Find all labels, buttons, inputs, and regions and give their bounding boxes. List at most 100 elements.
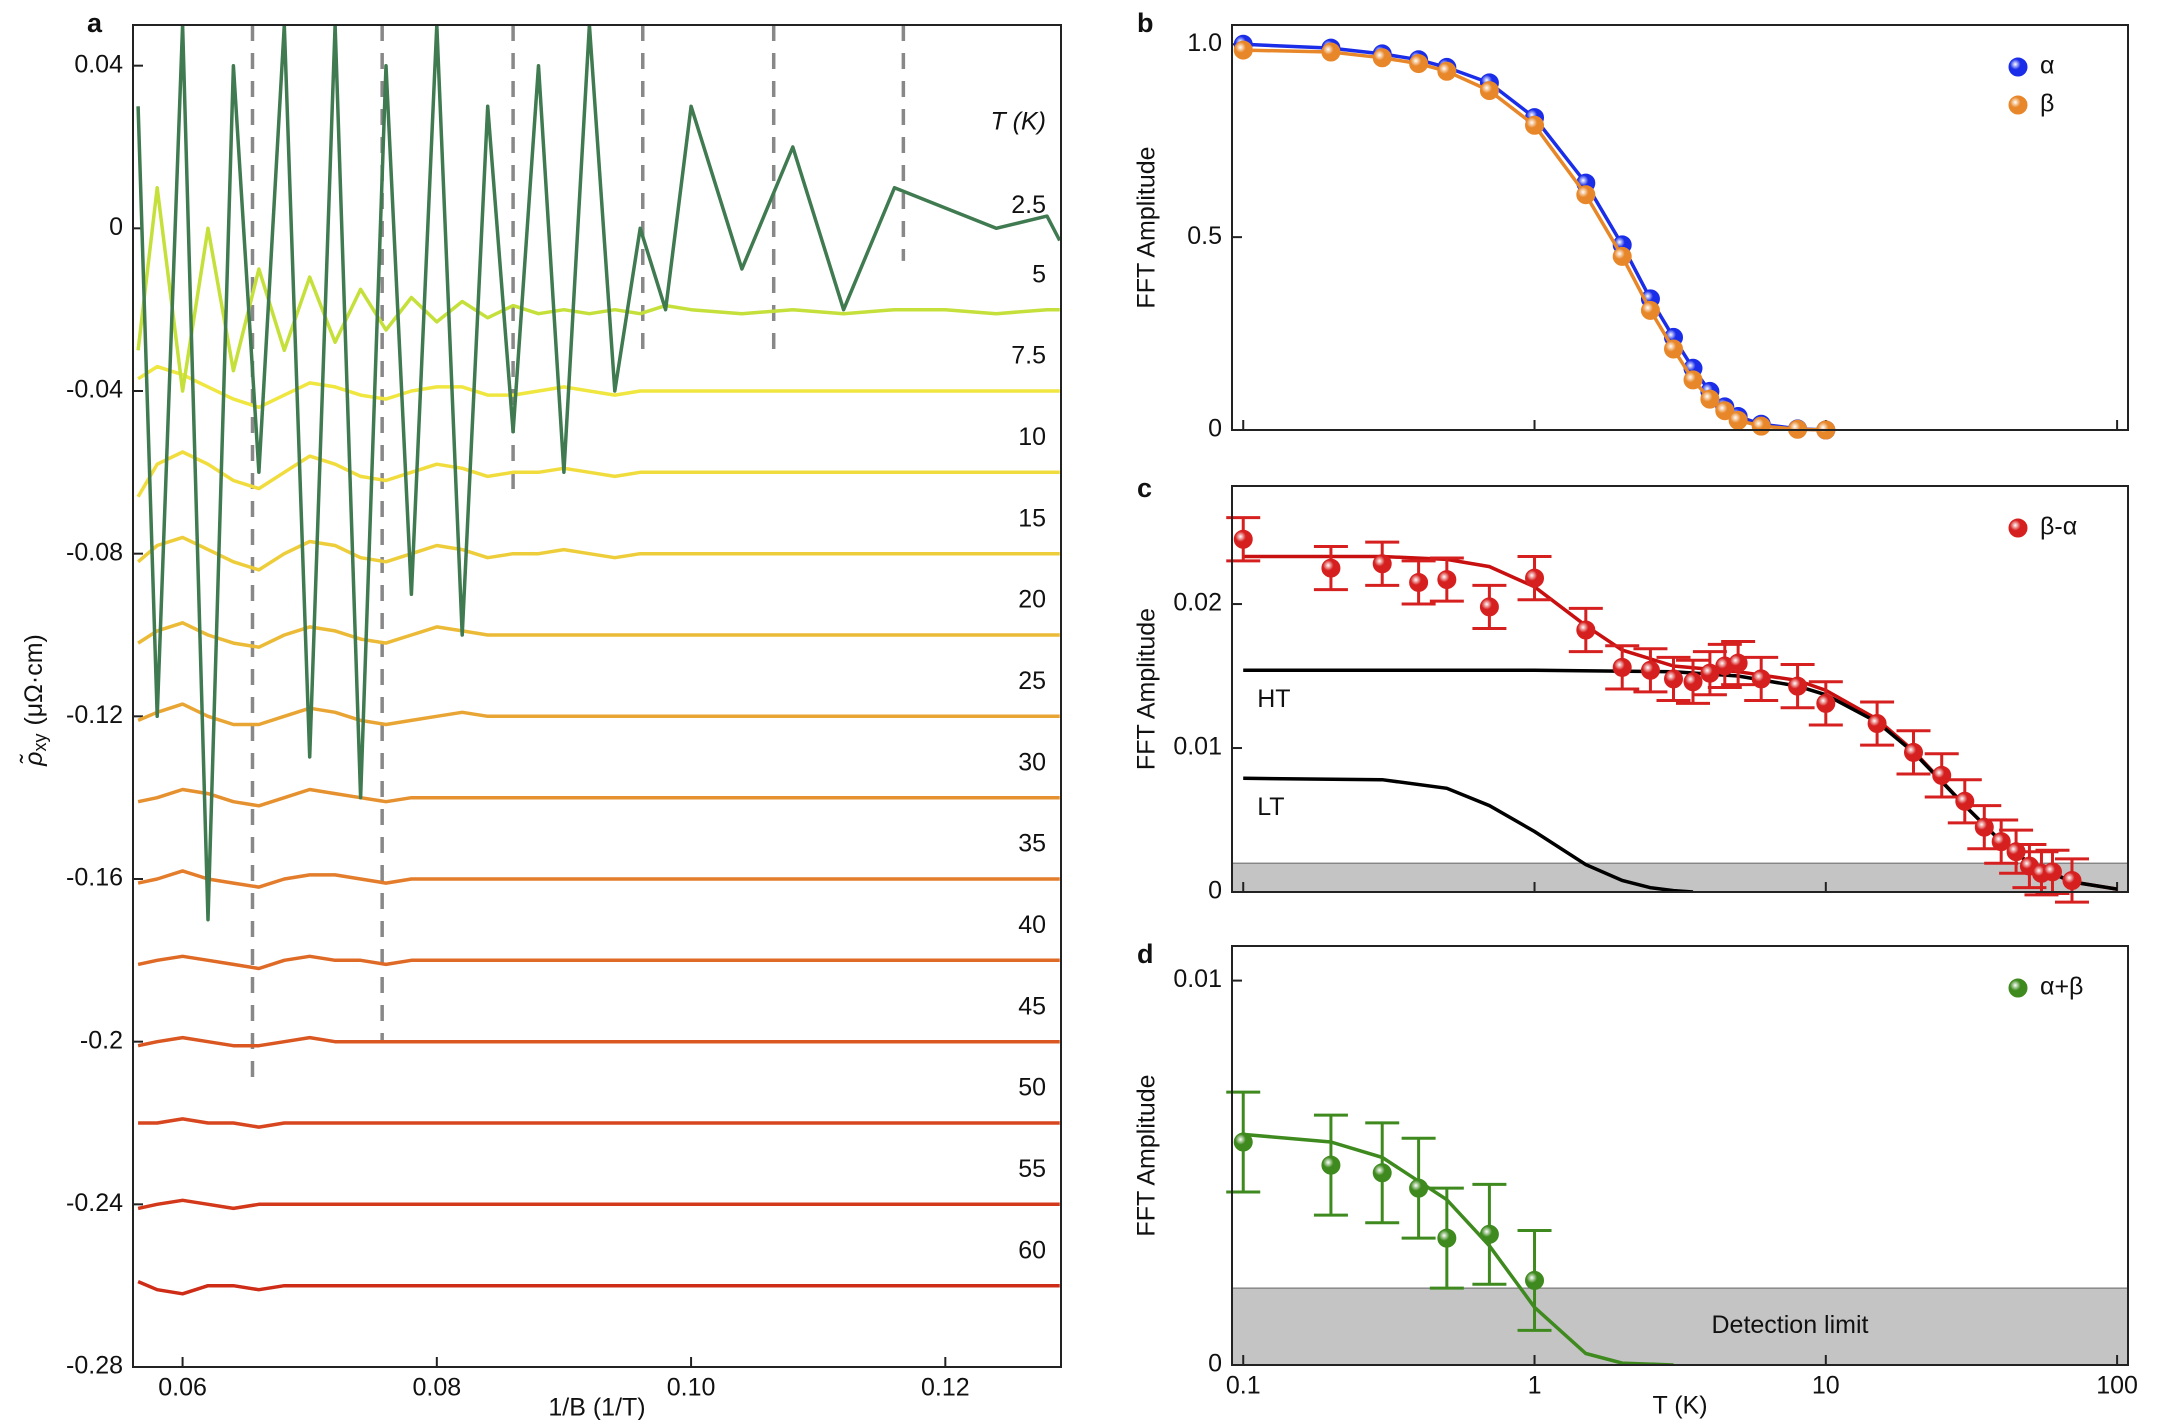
y-tick-label: 0.02 xyxy=(1173,589,1222,617)
marker xyxy=(1700,389,1720,409)
legend-label: β-α xyxy=(2040,513,2077,541)
panel-letter: b xyxy=(1137,8,1154,38)
curve xyxy=(137,787,1060,808)
marker xyxy=(1903,742,1923,762)
marker xyxy=(1932,765,1952,785)
curve xyxy=(137,364,1060,410)
marker xyxy=(2006,842,2026,862)
series-label: 50 xyxy=(1018,1074,1046,1102)
fit-curve xyxy=(1243,776,1694,892)
series-label: 40 xyxy=(1018,911,1046,939)
curve xyxy=(136,25,1061,922)
marker xyxy=(1955,791,1975,811)
marker xyxy=(1974,817,1994,837)
y-tick-label: -0.04 xyxy=(66,376,123,404)
curve xyxy=(137,1198,1060,1211)
y-tick-label: 0.01 xyxy=(1173,965,1222,993)
series-label: 10 xyxy=(1018,423,1046,451)
marker xyxy=(1788,676,1808,696)
series-line xyxy=(1243,42,1826,432)
fit-label: HT xyxy=(1257,685,1290,713)
y-tick-label: 1.0 xyxy=(1187,29,1222,57)
curve xyxy=(138,1117,1060,1129)
curve xyxy=(136,535,1060,572)
y-tick-label: 0 xyxy=(1208,415,1222,443)
plot-frame xyxy=(1231,24,2129,431)
marker xyxy=(1321,1155,1341,1175)
series-label: 35 xyxy=(1018,830,1046,858)
marker xyxy=(1479,81,1499,101)
marker xyxy=(1321,42,1341,62)
series-label: 2.5 xyxy=(1011,191,1046,219)
series-label: 60 xyxy=(1018,1236,1046,1264)
x-tick-label: 100 xyxy=(2096,1372,2138,1400)
marker xyxy=(1479,597,1499,617)
x-axis-label: 1/B (1/T) xyxy=(548,1394,645,1420)
marker xyxy=(1816,693,1836,713)
y-tick-label: -0.24 xyxy=(66,1189,123,1217)
curve xyxy=(136,185,1060,393)
marker xyxy=(1715,401,1735,421)
plot-frame xyxy=(1231,945,2129,1366)
curve xyxy=(137,1035,1060,1048)
y-tick-label: -0.28 xyxy=(66,1352,123,1380)
series-label: 5 xyxy=(1032,260,1046,288)
x-tick-label: 0.10 xyxy=(667,1374,716,1402)
marker xyxy=(1751,669,1771,689)
marker xyxy=(1233,40,1253,60)
legend-label: β xyxy=(2040,90,2054,118)
panel-letter: d xyxy=(1137,939,1154,969)
fit-label: LT xyxy=(1257,793,1284,821)
series-label: 45 xyxy=(1018,992,1046,1020)
marker xyxy=(2062,870,2082,890)
panel-letter: a xyxy=(87,8,103,38)
marker xyxy=(1525,115,1545,135)
x-tick-label: 0.08 xyxy=(412,1374,461,1402)
y-axis-label: ρ̃xy (μΩ·cm) xyxy=(20,634,50,767)
x-tick-label: 0.06 xyxy=(158,1374,207,1402)
curve xyxy=(137,702,1060,727)
plot-frame xyxy=(132,24,1062,1368)
marker xyxy=(1640,300,1660,320)
marker xyxy=(1728,653,1748,673)
marker xyxy=(1728,410,1748,430)
series-label: 20 xyxy=(1018,586,1046,614)
marker xyxy=(1991,832,2011,852)
y-tick-label: -0.2 xyxy=(80,1026,123,1054)
y-label-subscript: xy xyxy=(30,734,50,752)
x-tick-label: 10 xyxy=(1812,1372,1840,1400)
marker xyxy=(1372,554,1392,574)
marker xyxy=(1664,339,1684,359)
marker xyxy=(1409,54,1429,74)
marker xyxy=(1437,570,1457,590)
legend-marker xyxy=(2008,57,2028,77)
marker xyxy=(1612,657,1632,677)
marker xyxy=(1479,1224,1499,1244)
series-label: 25 xyxy=(1018,667,1046,695)
marker xyxy=(2042,862,2062,882)
marker xyxy=(1664,669,1684,689)
y-tick-label: -0.16 xyxy=(66,864,123,892)
x-axis-label: T (K) xyxy=(1652,1392,1707,1420)
x-tick-label: 1 xyxy=(1528,1372,1542,1400)
fit-curve xyxy=(1243,554,2118,891)
y-tick-label: 0.01 xyxy=(1173,733,1222,761)
y-label-unit: (μΩ·cm) xyxy=(20,634,48,725)
series-label: 7.5 xyxy=(1011,342,1046,370)
curve xyxy=(137,1279,1060,1296)
curve xyxy=(137,954,1060,971)
y-tick-label: 0 xyxy=(1208,1350,1222,1378)
y-label-symbol: ρ̃ xyxy=(20,752,48,767)
marker xyxy=(1640,660,1660,680)
series-line xyxy=(1243,48,1826,432)
y-tick-label: -0.12 xyxy=(66,701,123,729)
marker xyxy=(1437,1228,1457,1248)
legend-label: α xyxy=(2040,52,2054,80)
y-tick-label: 0 xyxy=(1208,877,1222,905)
series-label: 15 xyxy=(1018,504,1046,532)
marker xyxy=(1525,568,1545,588)
marker xyxy=(1576,185,1596,205)
marker xyxy=(1233,529,1253,549)
legend-title: T (K) xyxy=(990,108,1046,136)
